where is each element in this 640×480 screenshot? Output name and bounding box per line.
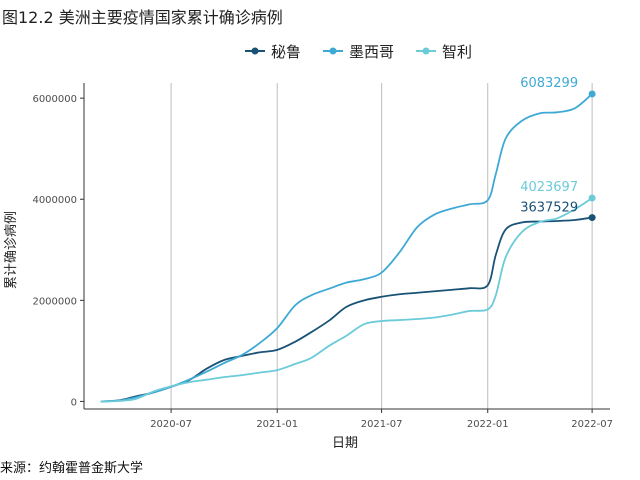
legend-label: 秘鲁 bbox=[271, 43, 301, 61]
x-tick-label: 2022-01 bbox=[467, 419, 509, 430]
end-labels: 3637529 6083299 4023697 bbox=[520, 76, 578, 216]
x-tick-label: 2021-07 bbox=[361, 419, 403, 430]
legend-label: 智利 bbox=[442, 43, 472, 61]
y-tick-label: 0 bbox=[71, 397, 77, 408]
source-note: 来源：约翰霍普金斯大学 bbox=[0, 461, 144, 476]
x-axis-title: 日期 bbox=[332, 436, 358, 451]
x-tick-label: 2021-01 bbox=[256, 419, 298, 430]
end-point-marker bbox=[588, 194, 596, 202]
legend: 秘鲁 墨西哥 智利 bbox=[245, 43, 472, 61]
legend-label: 墨西哥 bbox=[349, 43, 394, 61]
end-markers bbox=[588, 90, 596, 222]
legend-marker bbox=[422, 47, 430, 55]
y-tick-label: 6000000 bbox=[32, 94, 77, 105]
y-axis-title: 累计确诊病例 bbox=[4, 211, 19, 289]
legend-marker bbox=[329, 47, 337, 55]
end-point-marker bbox=[588, 90, 596, 98]
end-value-label: 3637529 bbox=[520, 201, 578, 216]
end-value-label: 6083299 bbox=[520, 76, 578, 91]
axes bbox=[83, 83, 610, 410]
grid-lines bbox=[170, 83, 593, 409]
series-line-3 bbox=[100, 197, 593, 403]
end-value-label: 4023697 bbox=[520, 180, 578, 195]
x-tick-label: 2022-07 bbox=[571, 419, 613, 430]
series-line-1 bbox=[100, 216, 593, 403]
y-tick-label: 4000000 bbox=[32, 195, 77, 206]
x-tick-label: 2020-07 bbox=[150, 419, 192, 430]
series-lines bbox=[100, 93, 593, 403]
figure-title: 图12.2 美洲主要疫情国家累计确诊病例 bbox=[2, 8, 283, 27]
legend-marker bbox=[251, 47, 259, 55]
y-tick-label: 2000000 bbox=[32, 296, 77, 307]
end-point-marker bbox=[588, 214, 596, 222]
x-axis-ticks: 2020-07 2021-01 2021-07 2022-01 2022-07 bbox=[150, 409, 613, 430]
series-line-2 bbox=[100, 93, 593, 403]
y-axis-ticks: 0 2000000 4000000 6000000 bbox=[32, 94, 84, 408]
